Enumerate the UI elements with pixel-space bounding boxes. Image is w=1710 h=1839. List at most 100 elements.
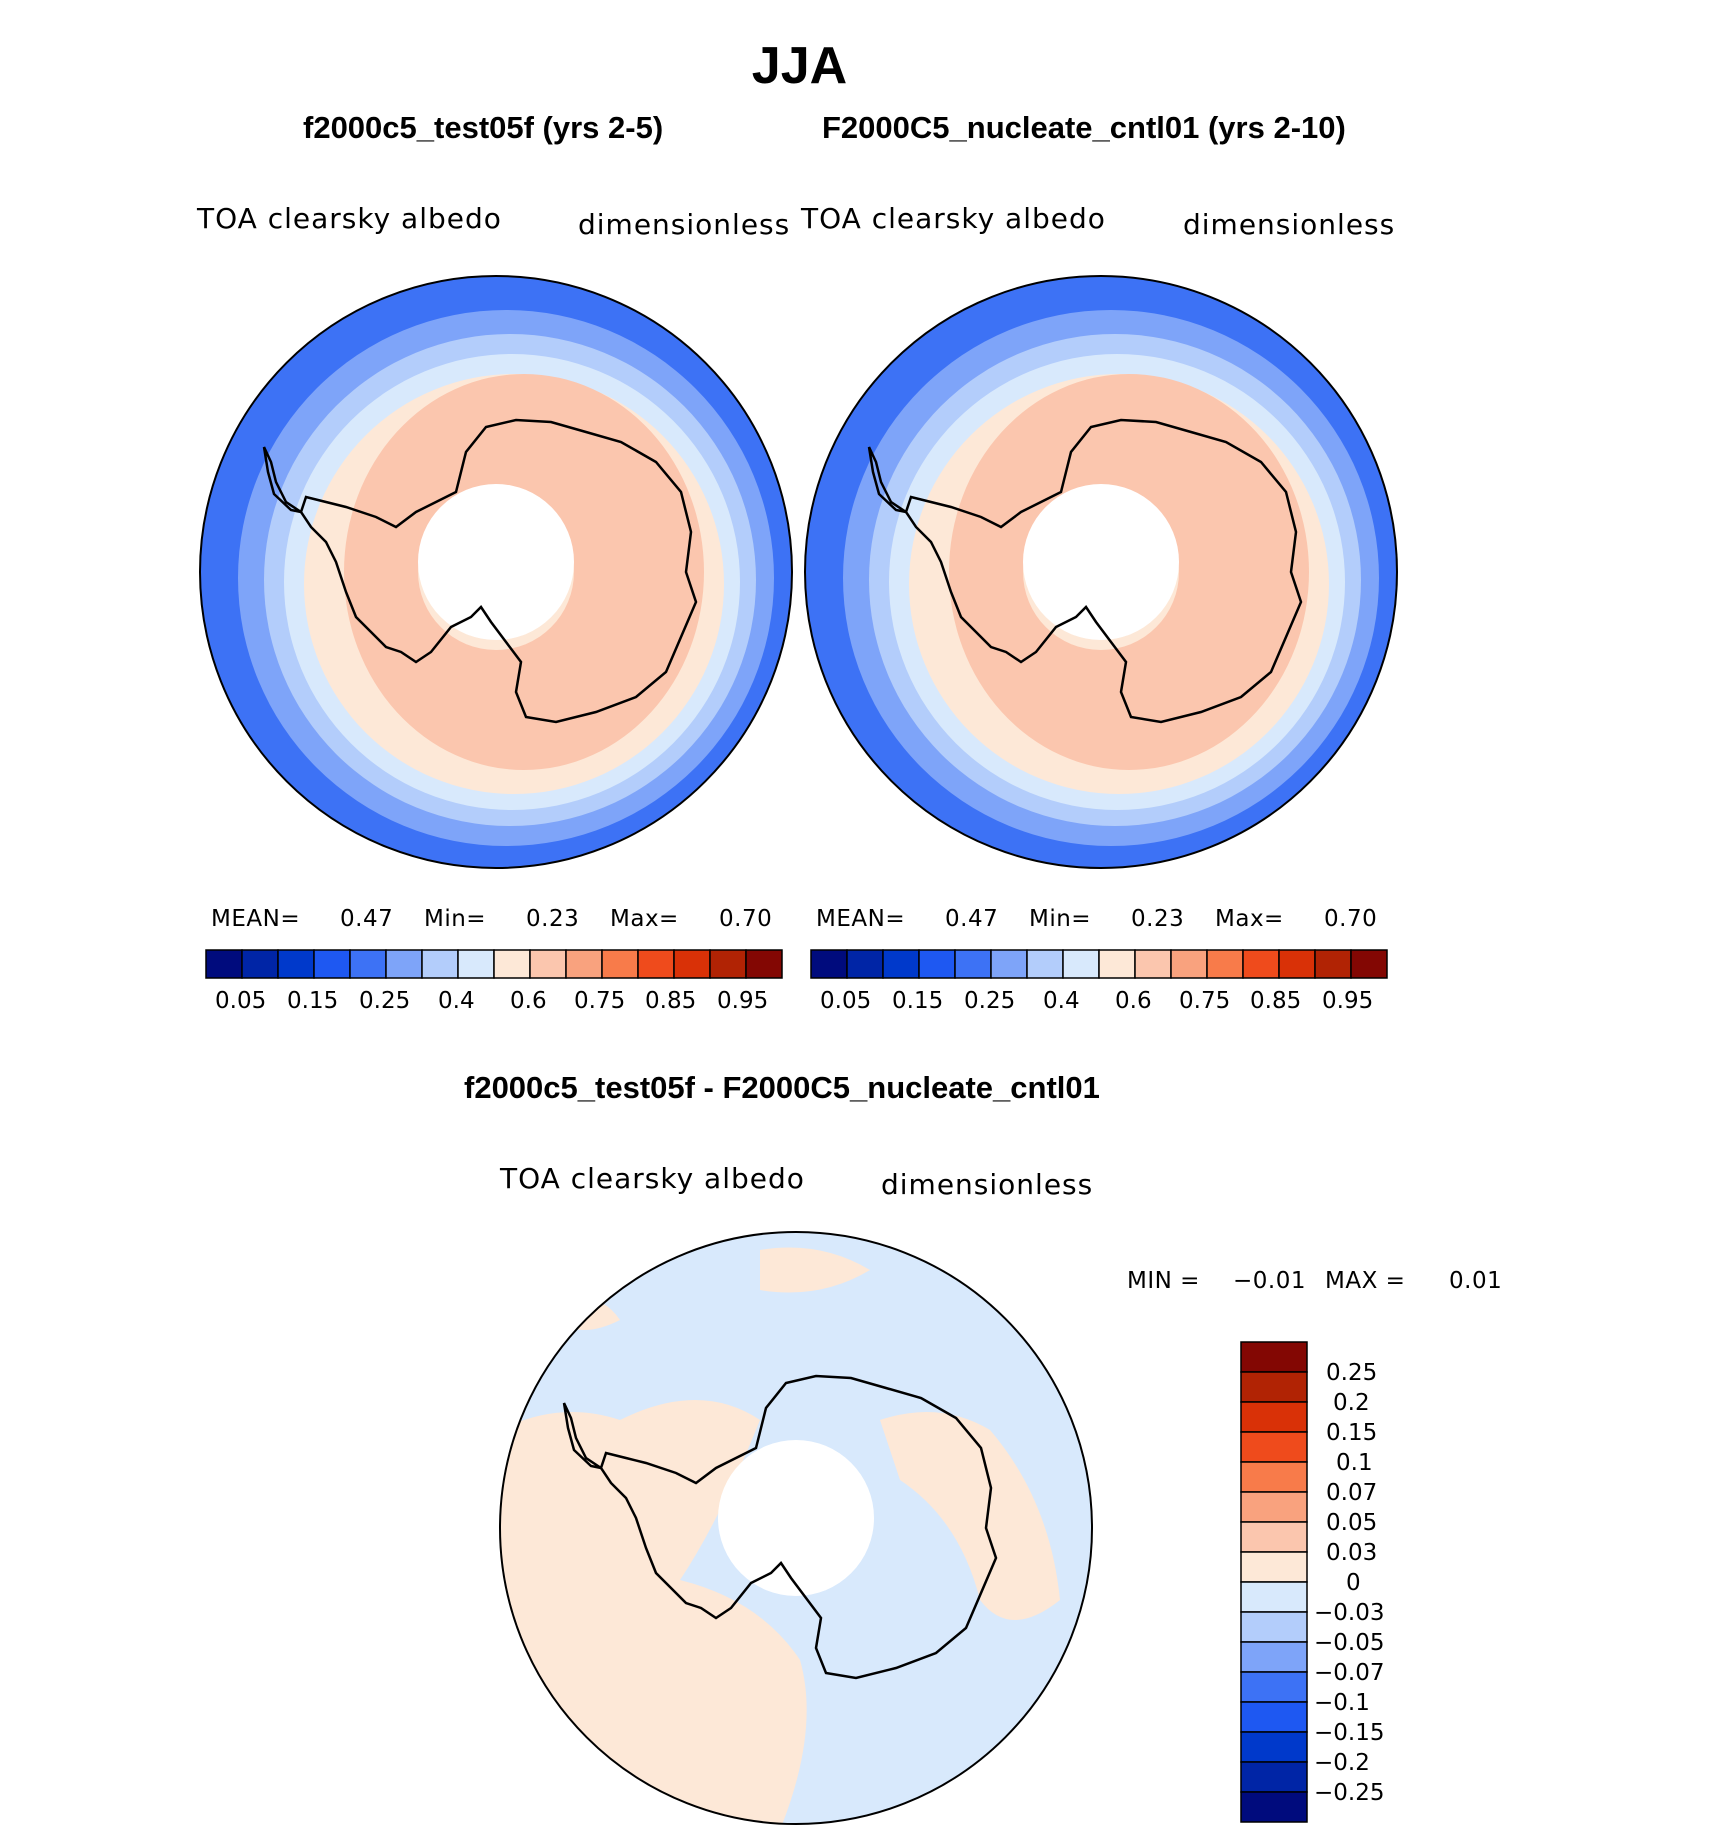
panel3-units-label: dimensionless (881, 1168, 1094, 1201)
colorbar-swatch (745, 949, 783, 979)
colorbar-swatch (1240, 1341, 1308, 1373)
panel3-cbar-tick: −0.15 (1314, 1720, 1385, 1746)
panel1-title: f2000c5_test05f (yrs 2-5) (303, 110, 664, 145)
panel1-map-border (199, 275, 793, 869)
panel2-map-border (804, 275, 1398, 869)
panel1-cbar-tick: 0.75 (574, 988, 626, 1014)
panel3-max-label: MAX = (1325, 1268, 1406, 1294)
colorbar-swatch (529, 949, 567, 979)
colorbar-swatch (277, 949, 315, 979)
colorbar-swatch (1206, 949, 1244, 979)
panel1-max-value: 0.70 (719, 906, 773, 932)
colorbar-swatch (1278, 949, 1316, 979)
panel3-cbar-tick: −0.25 (1314, 1780, 1385, 1806)
panel2-cbar-tick: 0.75 (1179, 988, 1231, 1014)
colorbar-swatch (1240, 1581, 1308, 1613)
colorbar-swatch (1240, 1701, 1308, 1733)
panel3-cbar-tick: 0.07 (1326, 1480, 1378, 1506)
panel3-min-value: −0.01 (1233, 1268, 1306, 1294)
panel3-cbar-tick: 0.03 (1326, 1540, 1378, 1566)
colorbar-swatch (673, 949, 711, 979)
colorbar-swatch (565, 949, 603, 979)
colorbar-swatch (709, 949, 747, 979)
panel2-cbar-tick: 0.85 (1250, 988, 1302, 1014)
panel1-cbar-tick: 0.4 (438, 988, 475, 1014)
panel2-variable-label: TOA clearsky albedo (801, 202, 1106, 235)
panel1-cbar-tick: 0.95 (717, 988, 769, 1014)
colorbar-swatch (241, 949, 279, 979)
colorbar-swatch (1134, 949, 1172, 979)
colorbar-swatch (918, 949, 956, 979)
panel2-cbar-tick: 0.15 (892, 988, 944, 1014)
colorbar-swatch (1240, 1761, 1308, 1793)
panel1-map (200, 276, 792, 868)
panel3-cbar-tick: −0.1 (1314, 1690, 1370, 1716)
panel1-cbar-tick: 0.6 (510, 988, 547, 1014)
panel3-cbar-tick: 0.1 (1336, 1450, 1373, 1476)
panel2-cbar-tick: 0.05 (820, 988, 872, 1014)
colorbar-swatch (1242, 949, 1280, 979)
colorbar-swatch (1170, 949, 1208, 979)
colorbar-swatch (1240, 1521, 1308, 1553)
panel1-mean-label: MEAN= (211, 906, 301, 932)
panel2-mean-value: 0.47 (945, 906, 999, 932)
colorbar-swatch (1240, 1551, 1308, 1583)
panel3-map (500, 1232, 1092, 1824)
panel3-cbar-tick: 0.25 (1326, 1360, 1378, 1386)
panel2-cbar-tick: 0.6 (1115, 988, 1152, 1014)
colorbar-swatch (1240, 1611, 1308, 1643)
panel1-cbar-tick: 0.05 (215, 988, 267, 1014)
colorbar-swatch (1240, 1401, 1308, 1433)
colorbar-swatch (385, 949, 423, 979)
colorbar-swatch (1240, 1461, 1308, 1493)
panel3-title: f2000c5_test05f - F2000C5_nucleate_cntl0… (464, 1070, 1100, 1105)
colorbar-swatch (1240, 1641, 1308, 1673)
panel1-variable-label: TOA clearsky albedo (197, 202, 502, 235)
panel3-cbar-tick: 0 (1346, 1570, 1361, 1596)
colorbar-swatch (954, 949, 992, 979)
panel1-min-value: 0.23 (526, 906, 580, 932)
colorbar-swatch (1350, 949, 1388, 979)
panel2-max-value: 0.70 (1324, 906, 1378, 932)
colorbar-swatch (1026, 949, 1064, 979)
colorbar-swatch (421, 949, 459, 979)
panel3-cbar-tick: −0.05 (1314, 1630, 1385, 1656)
panel3-max-value: 0.01 (1449, 1268, 1503, 1294)
panel3-variable-label: TOA clearsky albedo (500, 1162, 805, 1195)
colorbar-swatch (1098, 949, 1136, 979)
colorbar-swatch (313, 949, 351, 979)
panel2-map (805, 276, 1397, 868)
panel1-min-label: Min= (424, 906, 487, 932)
panel3-cbar-tick: −0.03 (1314, 1600, 1385, 1626)
panel2-min-value: 0.23 (1131, 906, 1185, 932)
panel1-mean-value: 0.47 (340, 906, 394, 932)
panel2-cbar-tick: 0.4 (1043, 988, 1080, 1014)
panel3-cbar-tick: 0.15 (1326, 1420, 1378, 1446)
panel2-min-label: Min= (1029, 906, 1092, 932)
colorbar-swatch (601, 949, 639, 979)
panel3-cbar-tick: −0.2 (1314, 1750, 1370, 1776)
colorbar-swatch (1314, 949, 1352, 979)
panel1-colorbar (205, 949, 783, 979)
panel1-units-label: dimensionless (578, 208, 791, 241)
colorbar-swatch (882, 949, 920, 979)
panel2-cbar-tick: 0.95 (1322, 988, 1374, 1014)
colorbar-swatch (1240, 1371, 1308, 1403)
panel1-max-label: Max= (610, 906, 679, 932)
colorbar-swatch (1240, 1791, 1308, 1823)
colorbar-swatch (1240, 1731, 1308, 1763)
colorbar-swatch (349, 949, 387, 979)
colorbar-swatch (1240, 1671, 1308, 1703)
panel2-colorbar (810, 949, 1388, 979)
panel3-cbar-tick: 0.05 (1326, 1510, 1378, 1536)
panel3-min-label: MIN = (1127, 1268, 1200, 1294)
panel1-cbar-tick: 0.25 (359, 988, 411, 1014)
panel2-max-label: Max= (1215, 906, 1284, 932)
colorbar-swatch (810, 949, 848, 979)
colorbar-swatch (637, 949, 675, 979)
colorbar-swatch (1240, 1431, 1308, 1463)
colorbar-swatch (205, 949, 243, 979)
panel2-title: F2000C5_nucleate_cntl01 (yrs 2-10) (822, 110, 1346, 145)
panel3-map-border (499, 1231, 1093, 1825)
